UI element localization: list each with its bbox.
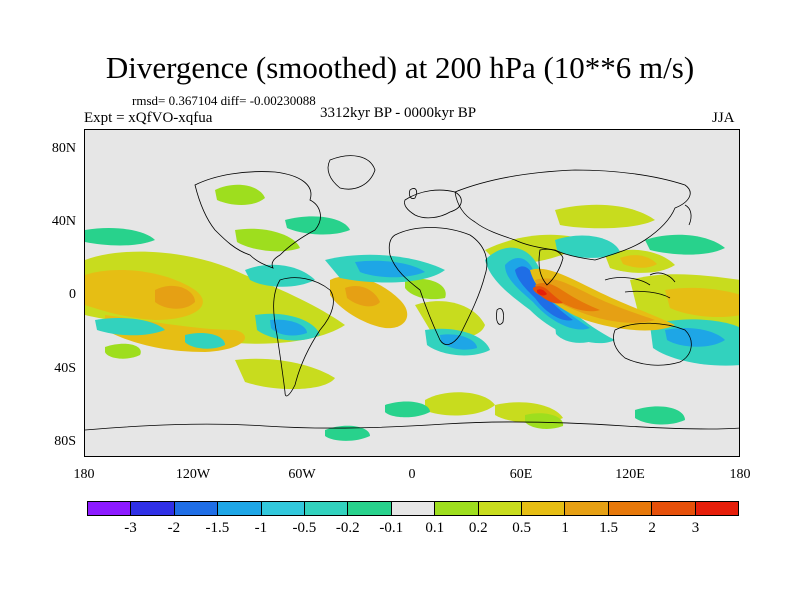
contour-patch	[215, 184, 265, 205]
coastline-europe	[404, 189, 462, 219]
contour-patch	[355, 260, 425, 278]
map-panel	[84, 129, 740, 457]
colorbar-swatch	[218, 502, 262, 515]
coastline-australia	[613, 322, 692, 366]
divergence-field	[85, 184, 739, 441]
colorbar-label: 0.5	[512, 520, 532, 536]
colorbar-swatch	[131, 502, 175, 515]
lon-tick-120w: 120W	[175, 467, 211, 482]
coastline-north-america	[194, 171, 321, 269]
lat-tick-0: 0	[69, 287, 76, 302]
contour-patch	[345, 285, 380, 307]
contour-patch	[665, 287, 739, 317]
colorbar-swatch	[695, 502, 739, 515]
period-label: 3312kyr BP - 0000kyr BP	[320, 105, 477, 121]
colorbar-swatch	[305, 502, 349, 515]
contour-patch	[635, 406, 685, 425]
colorbar-label: 1	[561, 520, 569, 536]
contour-patch	[155, 285, 195, 309]
colorbar-swatch	[478, 502, 523, 515]
lon-tick-180e: 180	[729, 467, 751, 482]
coastline-asia	[454, 169, 691, 261]
experiment-label: Expt = xQfVO-xqfua	[84, 110, 213, 126]
lat-tick-80s: 80S	[54, 434, 76, 449]
plot-title: Divergence (smoothed) at 200 hPa (10**6 …	[105, 50, 695, 85]
coastline-maritime-continent	[604, 272, 676, 299]
coastlines	[85, 155, 739, 431]
colorbar-label: 0.2	[468, 520, 488, 536]
lon-tick-60w: 60W	[288, 467, 316, 482]
lon-tick-60e: 60E	[509, 467, 533, 482]
contour-patch	[270, 319, 307, 336]
colorbar-swatch	[435, 502, 479, 515]
contour-patch	[525, 413, 564, 429]
colorbar-swatch	[652, 502, 696, 515]
colorbar-label: -0.2	[335, 520, 360, 536]
colorbar-swatch	[261, 502, 306, 515]
lat-tick-80n: 80N	[51, 141, 76, 156]
contour-patch	[405, 278, 446, 300]
coastline-uk	[408, 188, 418, 199]
colorbar-swatch	[565, 502, 609, 515]
season-label: JJA	[712, 110, 735, 126]
contour-patch	[440, 334, 477, 350]
colorbar-label: -2	[167, 520, 181, 536]
contour-patch	[515, 266, 573, 321]
contour-patch	[537, 289, 547, 296]
lon-tick-180w: 180	[73, 467, 95, 482]
lat-tick-40n: 40N	[51, 214, 76, 229]
colorbar-label: -0.5	[292, 520, 317, 536]
coastline-south-america	[273, 277, 334, 397]
contour-patch	[235, 358, 335, 390]
contour-patch	[285, 216, 350, 235]
colorbar-swatch	[522, 502, 566, 515]
contour-patch	[185, 333, 225, 349]
colorbar-swatch	[608, 502, 653, 515]
lon-tick-120e: 120E	[615, 467, 645, 482]
coastline-japan	[684, 204, 692, 226]
contour-patch	[645, 234, 725, 255]
contour-patch	[235, 228, 300, 252]
colorbar-label: 0.1	[425, 520, 445, 536]
contour-patch	[325, 425, 370, 441]
contour-patch	[105, 343, 141, 359]
coastline-antarctica	[85, 421, 739, 431]
coastline-africa	[388, 227, 488, 345]
contour-patch	[535, 282, 600, 312]
colorbar-label: -3	[124, 520, 137, 536]
coastline-india	[538, 248, 564, 286]
contour-patch	[425, 392, 495, 416]
contour-patch	[620, 255, 657, 268]
colorbar-label: -1	[254, 520, 268, 536]
colorbar-swatch	[391, 502, 436, 515]
colorbar-swatch	[348, 502, 392, 515]
contour-patch	[415, 301, 485, 338]
contour-patch	[665, 328, 725, 347]
coastline-madagascar	[496, 308, 504, 325]
divergence-map	[85, 130, 739, 456]
contour-patch	[245, 264, 315, 287]
colorbar-label: -0.1	[379, 520, 404, 536]
contour-patch	[85, 228, 155, 246]
contour-patch	[95, 318, 165, 336]
colorbar-swatch	[88, 502, 132, 515]
colorbar-label: 1.5	[599, 520, 618, 536]
contour-patch	[535, 278, 655, 323]
colorbar	[87, 501, 739, 516]
contour-patch	[555, 204, 655, 229]
lon-tick-0: 0	[408, 467, 416, 482]
colorbar-label: 2	[648, 520, 656, 536]
rmsd-diff-stats: rmsd= 0.367104 diff= -0.00230088	[132, 93, 316, 108]
contour-patch	[555, 235, 620, 258]
colorbar-swatch	[174, 502, 219, 515]
lat-tick-40s: 40S	[54, 361, 76, 376]
coastline-greenland	[327, 155, 376, 190]
contour-patch	[385, 401, 430, 418]
colorbar-label: -1.5	[205, 520, 230, 536]
colorbar-label: 3	[691, 520, 700, 536]
